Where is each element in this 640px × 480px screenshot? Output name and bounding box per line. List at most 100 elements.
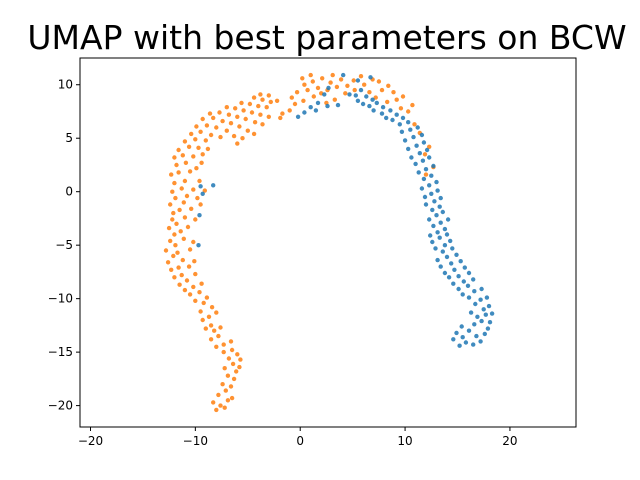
scatter-point-series-1 <box>163 248 169 253</box>
scatter-point-series-1 <box>278 115 283 121</box>
x-axis: −20 −10 0 10 20 <box>78 427 518 448</box>
scatter-point-series-2 <box>411 134 416 140</box>
scatter-point-series-1 <box>228 384 234 389</box>
y-tick-label: 10 <box>58 78 73 92</box>
scatter-point-series-1 <box>220 118 225 124</box>
scatter-point-series-1 <box>182 178 188 184</box>
scatter-point-series-1 <box>358 74 364 79</box>
scatter-point-series-1 <box>373 95 378 100</box>
scatter-point-series-2 <box>446 275 452 280</box>
scatter-point-series-2 <box>400 115 406 121</box>
scatter-point-series-1 <box>207 111 213 116</box>
scatter-point-series-2 <box>451 337 456 342</box>
y-tick-label: −15 <box>48 345 73 359</box>
scatter-point-series-1 <box>367 90 372 95</box>
scatter-point-series-1 <box>241 108 246 113</box>
scatter-point-series-1 <box>182 139 188 144</box>
scatter-point-series-1 <box>191 239 196 245</box>
scatter-point-series-1 <box>226 112 232 117</box>
scatter-point-series-1 <box>412 122 417 127</box>
scatter-point-series-2 <box>295 114 301 120</box>
scatter-point-series-2 <box>414 143 419 148</box>
scatter-point-series-1 <box>189 206 194 211</box>
scatter-point-series-1 <box>191 154 196 159</box>
scatter-point-series-1 <box>212 328 217 333</box>
scatter-point-series-1 <box>191 187 196 192</box>
y-tick-label: −20 <box>48 399 73 413</box>
scatter-point-series-1 <box>194 124 199 129</box>
y-tick-label: 0 <box>65 185 73 199</box>
scatter-point-series-2 <box>196 243 201 248</box>
scatter-point-series-2 <box>315 100 321 106</box>
scatter-point-series-1 <box>224 105 229 110</box>
scatter-point-series-1 <box>223 388 228 393</box>
scatter-point-series-1 <box>235 141 240 146</box>
scatter-point-series-1 <box>274 98 280 104</box>
scatter-point-series-2 <box>420 158 426 163</box>
scatter-point-series-2 <box>435 257 440 263</box>
scatter-point-series-2 <box>471 342 476 347</box>
scatter-point-series-1 <box>240 136 245 141</box>
scatter-point-series-1 <box>184 278 190 283</box>
scatter-point-series-2 <box>399 129 405 134</box>
scatter-point-series-2 <box>308 105 313 110</box>
y-axis: −20 −15 −10 −5 0 5 10 <box>48 78 80 413</box>
scatter-point-series-1 <box>334 84 340 90</box>
scatter-point-series-1 <box>231 376 237 382</box>
scatter-point-series-2 <box>437 204 442 209</box>
scatter-point-series-2 <box>325 103 330 109</box>
scatter-point-series-1 <box>214 310 219 315</box>
scatter-point-series-2 <box>449 261 454 266</box>
scatter-point-series-2 <box>427 155 432 160</box>
scatter-point-series-1 <box>228 339 234 344</box>
scatter-point-series-2 <box>200 191 205 196</box>
scatter-point-series-1 <box>208 337 214 342</box>
scatter-point-series-2 <box>460 335 465 340</box>
scatter-point-series-1 <box>343 91 348 96</box>
scatter-point-series-2 <box>472 289 477 294</box>
scatter-point-series-1 <box>182 287 188 293</box>
scatter-point-series-1 <box>311 94 316 99</box>
scatter-point-series-2 <box>430 207 435 213</box>
scatter-point-series-1 <box>362 82 367 87</box>
scatter-point-series-2 <box>379 111 385 116</box>
scatter-point-series-1 <box>187 247 193 252</box>
scatter-point-series-1 <box>193 271 198 277</box>
scatter-point-series-1 <box>234 369 239 374</box>
x-tick-label: −10 <box>183 434 208 448</box>
scatter-point-series-1 <box>170 217 175 222</box>
scatter-point-series-2 <box>440 249 445 254</box>
scatter-point-series-2 <box>335 102 341 108</box>
scatter-point-series-1 <box>292 101 298 107</box>
scatter-point-series-1 <box>410 102 415 108</box>
scatter-point-series-1 <box>205 146 211 152</box>
scatter-point-series-1 <box>211 400 216 405</box>
scatter-point-series-1 <box>185 224 191 230</box>
scatter-point-series-1 <box>220 382 225 387</box>
scatter-point-series-1 <box>320 76 325 81</box>
scatter-point-series-2 <box>368 75 373 80</box>
scatter-point-series-1 <box>385 99 390 105</box>
scatter-point-series-2 <box>429 173 434 178</box>
scatter-point-series-1 <box>214 344 219 349</box>
scatter-point-series-1 <box>189 131 194 137</box>
scatter-point-series-2 <box>462 265 467 270</box>
scatter-point-series-1 <box>231 133 237 139</box>
scatter-point-series-2 <box>198 184 203 189</box>
scatter-point-series-1 <box>330 72 335 78</box>
scatter-point-series-2 <box>479 286 484 292</box>
scatter-point-series-1 <box>204 123 210 128</box>
scatter-point-series-1 <box>177 207 182 213</box>
scatter-point-series-1 <box>198 309 203 314</box>
scatter-point-series-1 <box>199 281 204 286</box>
scatter-point-series-2 <box>438 220 443 225</box>
scatter-point-series-1 <box>172 232 177 237</box>
scatter-point-series-2 <box>421 176 427 182</box>
x-tick-label: 20 <box>502 434 517 448</box>
y-tick-label: −10 <box>48 292 73 306</box>
scatter-point-series-2 <box>427 217 432 222</box>
scatter-point-series-1 <box>197 290 202 295</box>
scatter-point-series-2 <box>460 292 465 297</box>
scatter-point-series-2 <box>489 311 495 316</box>
scatter-point-series-2 <box>432 199 437 204</box>
